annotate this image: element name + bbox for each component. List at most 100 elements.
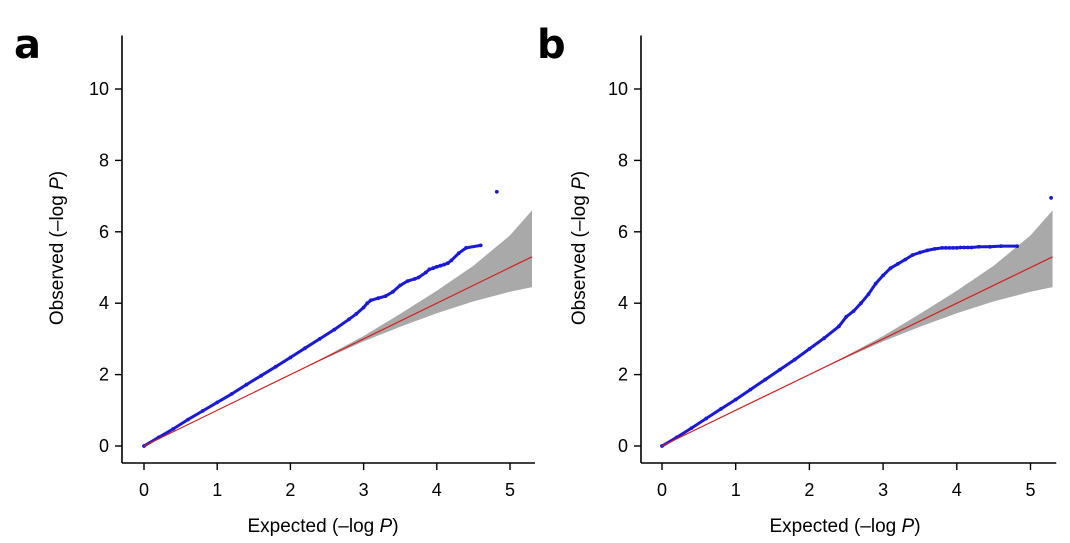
observed-point-b <box>807 347 812 351</box>
observed-point-b <box>977 244 981 249</box>
observed-point-a <box>171 427 176 431</box>
y-tick-label-a: 2 <box>99 365 109 385</box>
x-tick-label-a: 3 <box>359 480 369 500</box>
observed-point-a <box>376 296 381 301</box>
observed-point-b <box>733 397 738 402</box>
observed-point-a <box>412 277 417 281</box>
observed-point-b <box>940 246 944 250</box>
reference-line-a <box>143 256 533 447</box>
x-tick-label-a: 0 <box>139 480 149 500</box>
observed-point-a <box>438 263 443 268</box>
y-tick-label-a: 8 <box>99 150 109 170</box>
observed-point-a <box>354 312 359 316</box>
observed-point-b <box>951 246 955 250</box>
x-tick-label-b: 0 <box>657 480 667 500</box>
panel-label-a: a <box>14 22 41 68</box>
y-tick-label-b: 2 <box>618 365 628 385</box>
y-tick-label-b: 8 <box>618 150 628 170</box>
observed-point-a <box>478 243 483 248</box>
x-tick-label-b: 2 <box>804 480 814 500</box>
observed-point-a <box>442 262 446 267</box>
observed-point-a <box>423 270 428 275</box>
observed-point-b <box>903 257 908 262</box>
observed-point-b <box>844 314 849 319</box>
x-tick-label-a: 1 <box>212 480 222 500</box>
observed-point-a <box>427 267 432 272</box>
y-tick-label-a: 4 <box>99 293 109 313</box>
observed-point-a <box>303 346 307 351</box>
observed-point-b <box>822 336 826 341</box>
y-tick-label-b: 6 <box>618 222 628 242</box>
observed-point-a <box>215 400 220 405</box>
observed-point-b <box>932 247 937 251</box>
observed-point-a <box>317 337 322 341</box>
observed-point-b <box>925 248 930 253</box>
observed-point-a <box>332 327 337 332</box>
chart-a-marks: 0 1 2 3 4 5 0 2 4 6 8 10 <box>89 35 535 500</box>
observed-point-a <box>369 298 373 303</box>
observed-point-b <box>866 292 871 297</box>
observed-point-b <box>888 266 893 271</box>
observed-point-b <box>895 262 900 266</box>
observed-point-a <box>456 251 461 256</box>
y-tick-label-a: 10 <box>89 79 109 99</box>
observed-point-b <box>792 357 797 362</box>
observed-point-b <box>689 426 694 430</box>
observed-point-a <box>416 275 421 280</box>
observed-point-a <box>273 364 278 369</box>
y-axis-title-a: Observed (–log P) <box>47 171 68 325</box>
observed-point-a <box>200 409 205 413</box>
observed-point-b <box>969 245 974 250</box>
observed-point-a <box>244 382 249 387</box>
observed-point-a <box>383 294 388 298</box>
observed-point-b <box>748 387 753 392</box>
observed-point-a <box>288 355 293 360</box>
x-axis-title-a: Expected (–log P) <box>247 516 398 537</box>
observed-point-a <box>365 301 370 306</box>
observed-point-a <box>494 189 499 194</box>
observed-point-a <box>431 266 435 271</box>
observed-point-b <box>910 253 915 257</box>
observed-point-b <box>947 246 952 250</box>
observed-point-a <box>434 264 439 269</box>
observed-point-a <box>347 317 351 322</box>
chart-b-svg: b 0 1 2 3 4 5 0 2 4 6 8 10 Expected (–log P) Observ… <box>537 22 1057 537</box>
observed-point-b <box>778 367 782 372</box>
observed-point-b <box>881 273 885 278</box>
observed-point-b <box>1049 196 1053 200</box>
observed-point-b <box>704 416 709 421</box>
x-tick-label-b: 5 <box>1025 480 1035 500</box>
observed-point-b <box>837 324 841 329</box>
observed-point-a <box>464 246 468 250</box>
observed-point-b <box>966 245 970 250</box>
y-tick-label-b: 4 <box>618 293 628 313</box>
y-tick-label-a: 6 <box>99 222 109 242</box>
observed-point-a <box>398 283 403 288</box>
observed-point-b <box>988 244 992 249</box>
observed-point-a <box>229 392 234 396</box>
x-tick-label-b: 4 <box>952 480 962 500</box>
observed-series-line-b <box>661 244 1018 448</box>
panel-label-b: b <box>537 22 566 68</box>
observed-point-a <box>445 261 450 266</box>
observed-point-a <box>186 417 190 422</box>
observed-point-b <box>763 377 768 382</box>
observed-point-b <box>954 246 959 250</box>
observed-point-a <box>405 279 410 283</box>
reference-line-b <box>661 256 1053 447</box>
observed-point-b <box>859 301 863 306</box>
y-tick-label-a: 0 <box>99 436 109 456</box>
x-axis-title-b: Expected (–log P) <box>769 516 920 537</box>
observed-point-a <box>361 305 366 310</box>
x-tick-label-a: 5 <box>505 480 515 500</box>
observed-point-a <box>391 289 395 294</box>
observed-point-b <box>851 309 856 313</box>
x-tick-label-a: 4 <box>432 480 442 500</box>
observed-point-b <box>958 245 963 250</box>
observed-point-b <box>999 244 1003 249</box>
x-tick-label-b: 3 <box>878 480 888 500</box>
chart-panel-a: a 0 1 2 3 4 5 0 2 4 6 8 10 Expected (–log P) Observ… <box>14 22 535 537</box>
observed-point-b <box>873 281 878 286</box>
chart-panel-b: b 0 1 2 3 4 5 0 2 4 6 8 10 Expected (–log P) Observ… <box>535 0 1070 543</box>
observed-point-a <box>449 258 454 263</box>
